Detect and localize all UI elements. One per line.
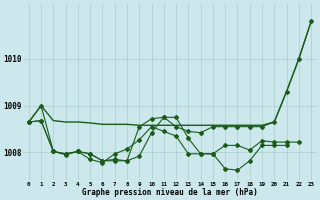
X-axis label: Graphe pression niveau de la mer (hPa): Graphe pression niveau de la mer (hPa) bbox=[82, 188, 258, 197]
